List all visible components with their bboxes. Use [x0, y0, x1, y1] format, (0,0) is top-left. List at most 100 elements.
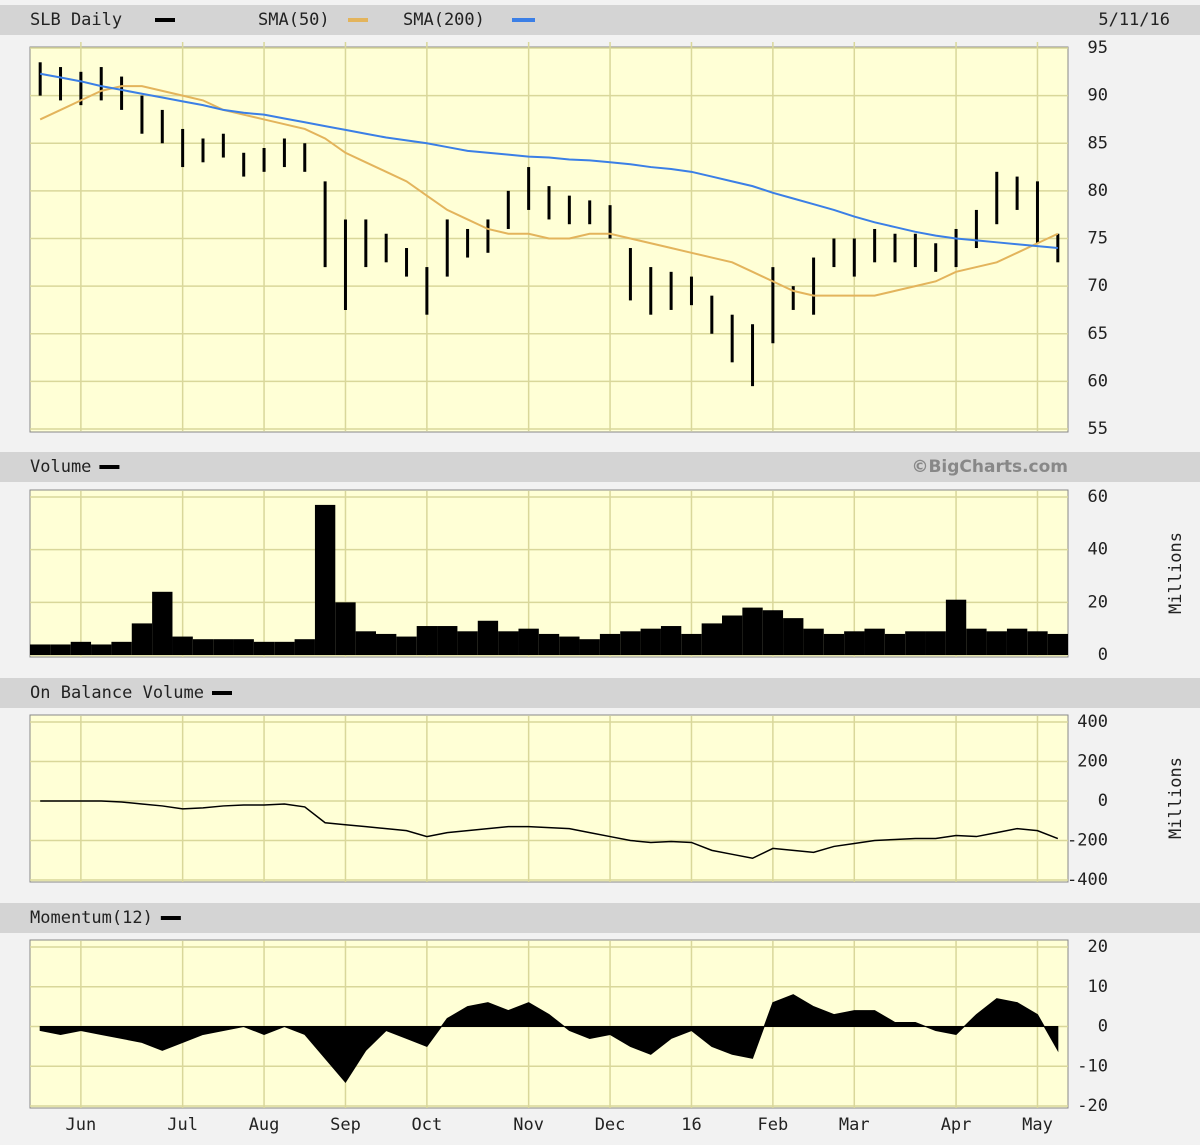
y-tick-label: 400	[1077, 712, 1108, 732]
volume-bar	[884, 633, 906, 655]
y-tick-label: 0	[1098, 645, 1108, 665]
header-bar	[0, 452, 1200, 482]
volume-bar	[762, 610, 784, 655]
y-tick-label: 20	[1088, 592, 1108, 612]
y-tick-label: 75	[1088, 229, 1108, 249]
moving-average	[39, 72, 1058, 250]
y-tick-label: 55	[1088, 419, 1108, 439]
volume-bar	[905, 631, 926, 655]
volume-bar	[701, 623, 722, 655]
y-tick-label: 200	[1077, 752, 1108, 772]
x-tick-label: 16	[681, 1115, 701, 1135]
volume-bar	[233, 639, 254, 655]
legend-label: SMA(200)	[403, 10, 485, 30]
volume-bar	[783, 618, 804, 655]
moving-average	[39, 85, 1059, 297]
volume-bar	[253, 641, 275, 655]
volume-bar	[742, 607, 763, 655]
volume-bar	[50, 644, 71, 655]
y-tick-label: 65	[1088, 324, 1108, 344]
x-tick-label: Sep	[330, 1115, 361, 1135]
volume-bar	[1047, 633, 1068, 655]
volume-bar	[213, 639, 234, 655]
y-tick-label: 10	[1088, 977, 1108, 997]
volume-bar	[355, 631, 376, 655]
x-tick-label: Aug	[249, 1115, 280, 1135]
header-bar	[0, 678, 1200, 708]
y-tick-label: 20	[1088, 937, 1108, 957]
x-tick-label: Dec	[595, 1115, 626, 1135]
axis-label: Millions	[1166, 757, 1186, 839]
volume-bar	[559, 636, 580, 655]
header-bar	[0, 903, 1200, 933]
volume-bar	[416, 626, 438, 655]
y-tick-label: 0	[1098, 791, 1108, 811]
volume-bar	[518, 628, 539, 655]
volume-bar	[131, 623, 153, 655]
volume-bar	[172, 636, 193, 655]
legend-label: SMA(50)	[258, 10, 330, 30]
volume-bar	[579, 639, 600, 655]
x-tick-label: Feb	[758, 1115, 789, 1135]
y-tick-label: 0	[1098, 1017, 1108, 1037]
x-tick-label: May	[1022, 1115, 1053, 1135]
volume-bar	[335, 602, 356, 655]
watermark: ©BigCharts.com	[911, 457, 1068, 477]
volume-bar	[681, 633, 702, 655]
x-tick-label: Mar	[839, 1115, 870, 1135]
x-tick-label: Jul	[167, 1115, 198, 1135]
volume-bar	[152, 591, 173, 655]
y-tick-label: 85	[1088, 133, 1108, 153]
volume-bar	[274, 641, 295, 655]
volume-bar	[925, 631, 946, 655]
y-tick-label: -10	[1077, 1056, 1108, 1076]
y-tick-label: -400	[1067, 870, 1108, 890]
volume-bar	[30, 644, 51, 655]
date: 5/11/16	[1098, 10, 1170, 30]
y-tick-label: 95	[1088, 38, 1108, 58]
volume-bar	[620, 631, 641, 655]
x-tick-label: Apr	[941, 1115, 972, 1135]
y-tick-label: 70	[1088, 276, 1108, 296]
volume-bar	[823, 633, 845, 655]
y-tick-label: 60	[1088, 371, 1108, 391]
volume-bar	[314, 504, 336, 655]
volume-bar	[396, 636, 417, 655]
y-tick-label: 60	[1088, 487, 1108, 507]
y-tick-label: -20	[1077, 1096, 1108, 1116]
x-tick-label: Oct	[412, 1115, 443, 1135]
plot-area	[29, 714, 1069, 883]
header-bar	[0, 5, 1200, 35]
volume-bar	[803, 628, 824, 655]
volume-bar	[538, 633, 560, 655]
panel-title: Volume	[30, 457, 91, 477]
volume-bar	[111, 641, 132, 655]
volume-bar	[1006, 628, 1028, 655]
x-tick-label: Nov	[513, 1115, 544, 1135]
volume-bar	[192, 639, 214, 655]
volume-bar	[376, 633, 397, 655]
volume-bar	[945, 599, 967, 655]
y-tick-label: -200	[1067, 831, 1108, 851]
volume-bar	[437, 626, 458, 655]
volume-bar	[640, 628, 661, 655]
y-tick-label: 80	[1088, 181, 1108, 201]
volume-bar	[864, 628, 885, 655]
plot-area	[29, 489, 1069, 658]
volume-bar	[599, 633, 621, 655]
volume-bar	[986, 631, 1007, 655]
volume-bar	[477, 620, 499, 655]
volume-bar	[91, 644, 112, 655]
x-tick-label: Jun	[66, 1115, 97, 1135]
volume-bar	[966, 628, 987, 655]
volume-bar	[70, 641, 92, 655]
volume-bar	[1027, 631, 1048, 655]
obv-line	[40, 800, 1059, 860]
volume-bar	[844, 631, 865, 655]
momentum-area	[39, 994, 1059, 1083]
axis-label: Millions	[1166, 532, 1186, 614]
y-tick-label: 40	[1088, 540, 1108, 560]
volume-bar	[660, 626, 682, 655]
volume-bar	[722, 615, 743, 655]
